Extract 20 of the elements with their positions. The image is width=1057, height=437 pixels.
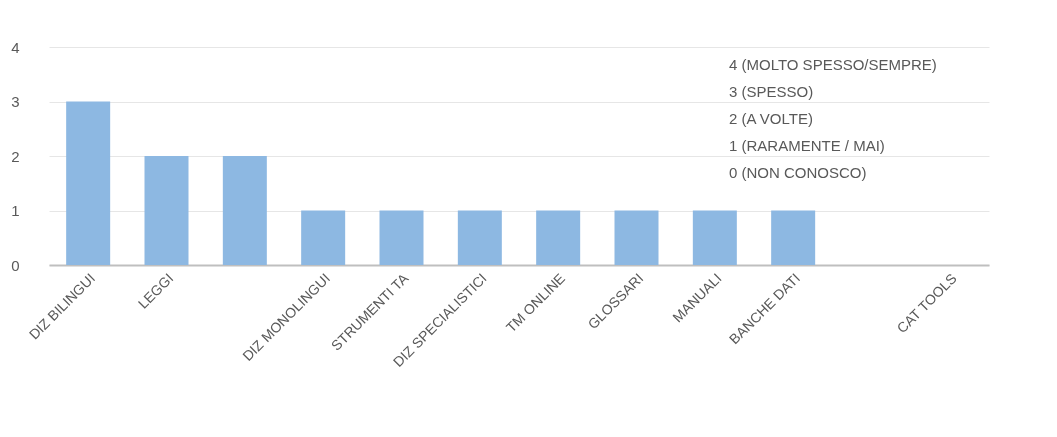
bar <box>222 156 267 265</box>
y-tick-label: 2 <box>11 147 20 165</box>
bar <box>692 210 737 265</box>
y-tick-label: 0 <box>11 256 20 274</box>
annotation: 0 (NON CONOSCO) <box>729 164 867 181</box>
annotation: 3 (SPESSO) <box>729 83 814 100</box>
bar <box>536 210 581 265</box>
bar <box>144 156 189 265</box>
annotation: 2 (A VOLTE) <box>729 110 813 127</box>
y-tick-label: 4 <box>11 38 20 56</box>
bar <box>771 210 816 265</box>
y-tick-label: 1 <box>11 202 20 219</box>
annotation: 1 (RARAMENTE / MAI) <box>729 137 885 154</box>
bar <box>614 210 659 265</box>
y-tick-label: 3 <box>11 93 20 110</box>
bar <box>379 210 424 265</box>
bar <box>457 210 502 265</box>
annotation: 4 (MOLTO SPESSO/SEMPRE) <box>729 56 937 73</box>
bar <box>301 210 346 265</box>
bar <box>66 101 111 265</box>
